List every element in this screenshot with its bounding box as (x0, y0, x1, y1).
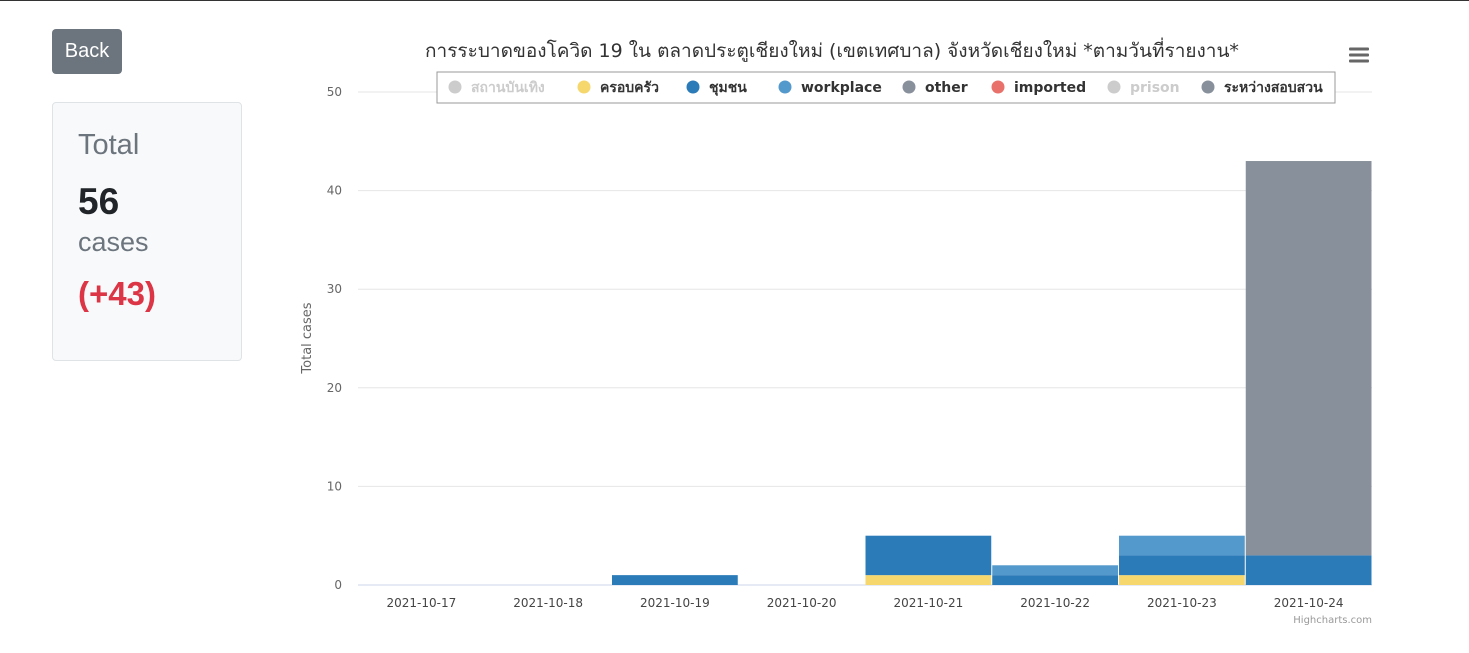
bar-segment[interactable] (612, 575, 738, 585)
x-tick-label: 2021-10-19 (640, 596, 710, 610)
x-tick-label: 2021-10-24 (1274, 596, 1344, 610)
highcharts-credit[interactable]: Highcharts.com (1293, 615, 1372, 626)
back-button[interactable]: Back (52, 29, 122, 74)
bar-segment[interactable] (1119, 555, 1245, 576)
x-tick-label: 2021-10-22 (1020, 596, 1090, 610)
hamburger-menu-icon[interactable] (1349, 53, 1369, 57)
x-tick-label: 2021-10-18 (513, 596, 583, 610)
y-axis-title: Total cases (300, 302, 315, 374)
total-count: 56 (78, 181, 120, 222)
legend-box (436, 71, 1336, 104)
hamburger-menu-icon[interactable] (1349, 59, 1369, 63)
legend-item-1[interactable]: ครอบครัว (600, 80, 659, 96)
total-delta: (+43) (78, 275, 156, 312)
x-tick-label: 2021-10-17 (387, 596, 457, 610)
x-tick-label: 2021-10-21 (894, 596, 964, 610)
bar-segment[interactable] (1119, 575, 1245, 585)
hamburger-menu-icon[interactable] (1349, 47, 1369, 51)
x-tick-label: 2021-10-23 (1147, 596, 1217, 610)
bar-segment[interactable] (1245, 555, 1372, 585)
total-unit: cases (78, 227, 149, 257)
top-border (0, 0, 1469, 1)
y-tick-label: 50 (327, 85, 342, 99)
total-label: Total (78, 129, 140, 161)
chart-title: การระบาดของโควิด 19 ใน ตลาดประตูเชียงใหม… (425, 37, 1239, 62)
legend-item-7[interactable]: ระหว่างสอบสวน (1224, 80, 1323, 96)
legend-marker[interactable] (1107, 80, 1121, 94)
total-summary-card: Total 56 cases (+43) (52, 102, 242, 361)
legend-marker[interactable] (686, 80, 700, 94)
legend-item-5[interactable]: imported (1014, 80, 1086, 96)
y-tick-label: 0 (334, 578, 342, 592)
legend-marker[interactable] (991, 80, 1005, 94)
bar-segment[interactable] (1245, 161, 1372, 556)
bar-segment[interactable] (865, 535, 992, 576)
legend-marker[interactable] (778, 80, 792, 94)
y-tick-label: 20 (327, 381, 342, 395)
legend-item-0[interactable]: สถานบันเทิง (471, 80, 545, 96)
y-tick-label: 40 (327, 184, 342, 198)
legend-item-6[interactable]: prison (1130, 80, 1180, 96)
y-tick-label: 30 (327, 282, 342, 296)
bar-segment[interactable] (992, 575, 1118, 585)
bar-segment[interactable] (865, 575, 992, 585)
legend-item-4[interactable]: other (925, 80, 968, 96)
bar-segment[interactable] (992, 565, 1118, 576)
bar-segment[interactable] (1119, 535, 1245, 556)
y-tick-label: 10 (327, 479, 342, 493)
legend-marker[interactable] (902, 80, 916, 94)
legend-marker[interactable] (577, 80, 591, 94)
legend-marker[interactable] (1201, 80, 1215, 94)
legend-marker[interactable] (448, 80, 462, 94)
legend-item-3[interactable]: workplace (801, 80, 882, 96)
x-tick-label: 2021-10-20 (767, 596, 837, 610)
legend-item-2[interactable]: ชุมชน (709, 80, 747, 96)
